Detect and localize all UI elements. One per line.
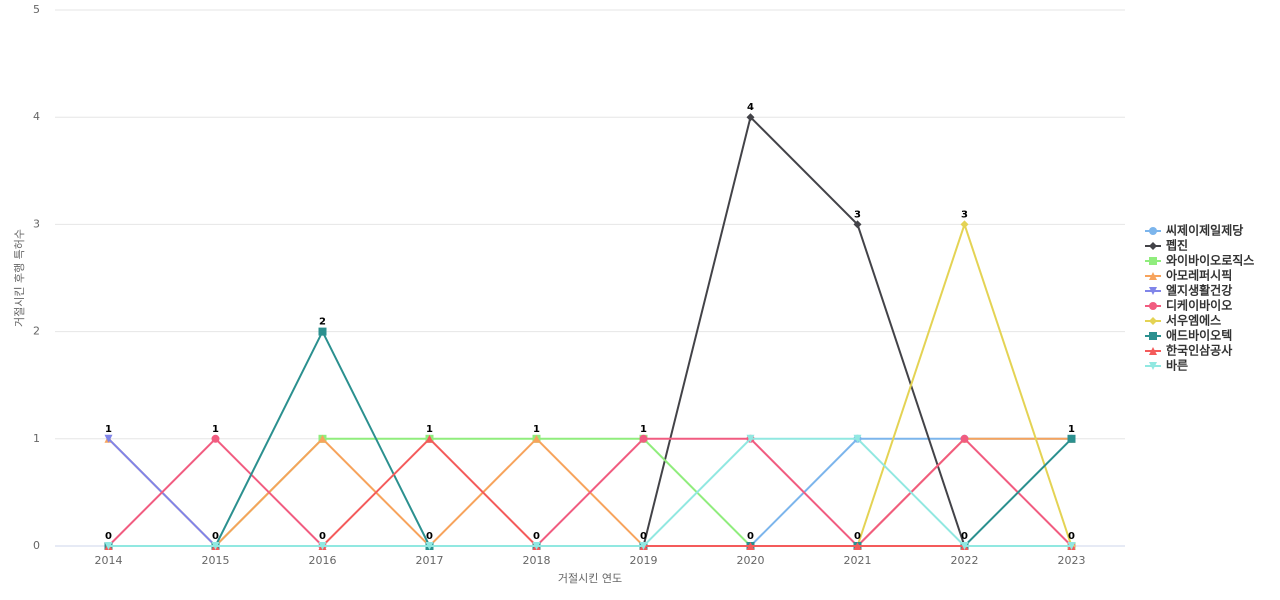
data-label: 0 — [319, 531, 326, 542]
data-label: 1 — [426, 424, 433, 435]
x-tick-label: 2021 — [844, 554, 872, 567]
x-tick-label: 2015 — [202, 554, 230, 567]
marker — [532, 434, 541, 443]
legend-label: 서우엠에스 — [1166, 313, 1221, 328]
legend-marker — [1149, 317, 1157, 325]
data-label: 3 — [961, 209, 968, 220]
data-label: 0 — [426, 531, 433, 542]
legend-label: 아모레퍼시픽 — [1166, 268, 1232, 283]
data-label: 0 — [105, 531, 112, 542]
legend-marker — [1149, 257, 1157, 265]
legend-label: 씨제이제일제당 — [1166, 223, 1243, 238]
legend-marker — [1149, 302, 1157, 310]
x-tick-label: 2020 — [737, 554, 765, 567]
marker — [853, 434, 862, 443]
x-tick-label: 2019 — [630, 554, 658, 567]
marker — [639, 542, 648, 550]
marker — [1067, 434, 1076, 443]
x-tick-label: 2022 — [951, 554, 979, 567]
data-label: 0 — [640, 531, 647, 542]
legend-marker — [1149, 227, 1157, 235]
legend-marker — [1149, 287, 1157, 295]
marker — [746, 542, 755, 550]
y-tick-label: 4 — [33, 110, 40, 123]
data-label: 1 — [1068, 424, 1075, 435]
data-label: 4 — [747, 102, 754, 113]
legend-label: 펩진 — [1166, 238, 1188, 253]
marker — [425, 542, 434, 550]
x-tick-label: 2018 — [523, 554, 551, 567]
data-label: 2 — [319, 317, 326, 328]
marker — [318, 434, 327, 443]
x-axis-title: 거절시킨 연도 — [558, 572, 622, 585]
legend-label: 디케이바이오 — [1166, 298, 1232, 313]
y-tick-label: 0 — [33, 539, 40, 552]
data-label: 1 — [640, 424, 647, 435]
y-axis-title: 거절시킨 후행 특허수 — [13, 229, 26, 327]
data-label: 1 — [212, 424, 219, 435]
legend-label: 애드바이오텍 — [1166, 328, 1232, 343]
marker — [853, 220, 862, 229]
legend-label: 와이바이오로직스 — [1166, 253, 1254, 268]
data-label: 1 — [105, 424, 112, 435]
y-tick-label: 2 — [33, 325, 40, 338]
marker — [746, 113, 755, 122]
marker — [425, 434, 434, 443]
data-label: 0 — [854, 531, 861, 542]
x-tick-label: 2014 — [95, 554, 123, 567]
x-tick-label: 2016 — [309, 554, 337, 567]
marker — [960, 220, 969, 229]
marker — [960, 542, 969, 550]
data-label: 0 — [961, 531, 968, 542]
series — [104, 434, 1076, 550]
data-label: 3 — [854, 209, 861, 220]
marker — [746, 434, 755, 443]
data-label: 0 — [533, 531, 540, 542]
marker — [211, 542, 220, 550]
legend-marker — [1149, 332, 1157, 340]
marker — [104, 434, 113, 443]
legend-marker — [1149, 362, 1157, 370]
data-label: 0 — [212, 531, 219, 542]
data-label: 0 — [1068, 531, 1075, 542]
x-tick-label: 2017 — [416, 554, 444, 567]
marker — [211, 434, 220, 443]
data-label: 0 — [747, 531, 754, 542]
legend-label: 한국인삼공사 — [1166, 343, 1232, 358]
legend-marker — [1149, 272, 1157, 280]
series — [104, 434, 1076, 550]
line — [108, 221, 1073, 547]
marker — [1067, 542, 1076, 550]
marker — [532, 542, 541, 550]
marker — [853, 542, 862, 550]
legend-marker — [1149, 347, 1157, 355]
legend-label: 바른 — [1166, 358, 1188, 373]
legend-label: 엘지생활건강 — [1166, 283, 1232, 298]
line — [107, 437, 1073, 548]
data-label: 1 — [533, 424, 540, 435]
line — [108, 437, 1072, 547]
series — [104, 220, 1076, 550]
y-tick-label: 1 — [33, 432, 40, 445]
marker — [960, 434, 969, 443]
marker — [104, 542, 113, 550]
marker — [639, 434, 648, 443]
marker — [318, 542, 327, 550]
marker — [318, 327, 327, 336]
x-tick-label: 2023 — [1058, 554, 1086, 567]
legend-marker — [1149, 242, 1157, 250]
y-tick-label: 3 — [33, 217, 40, 230]
y-tick-label: 5 — [33, 3, 40, 16]
